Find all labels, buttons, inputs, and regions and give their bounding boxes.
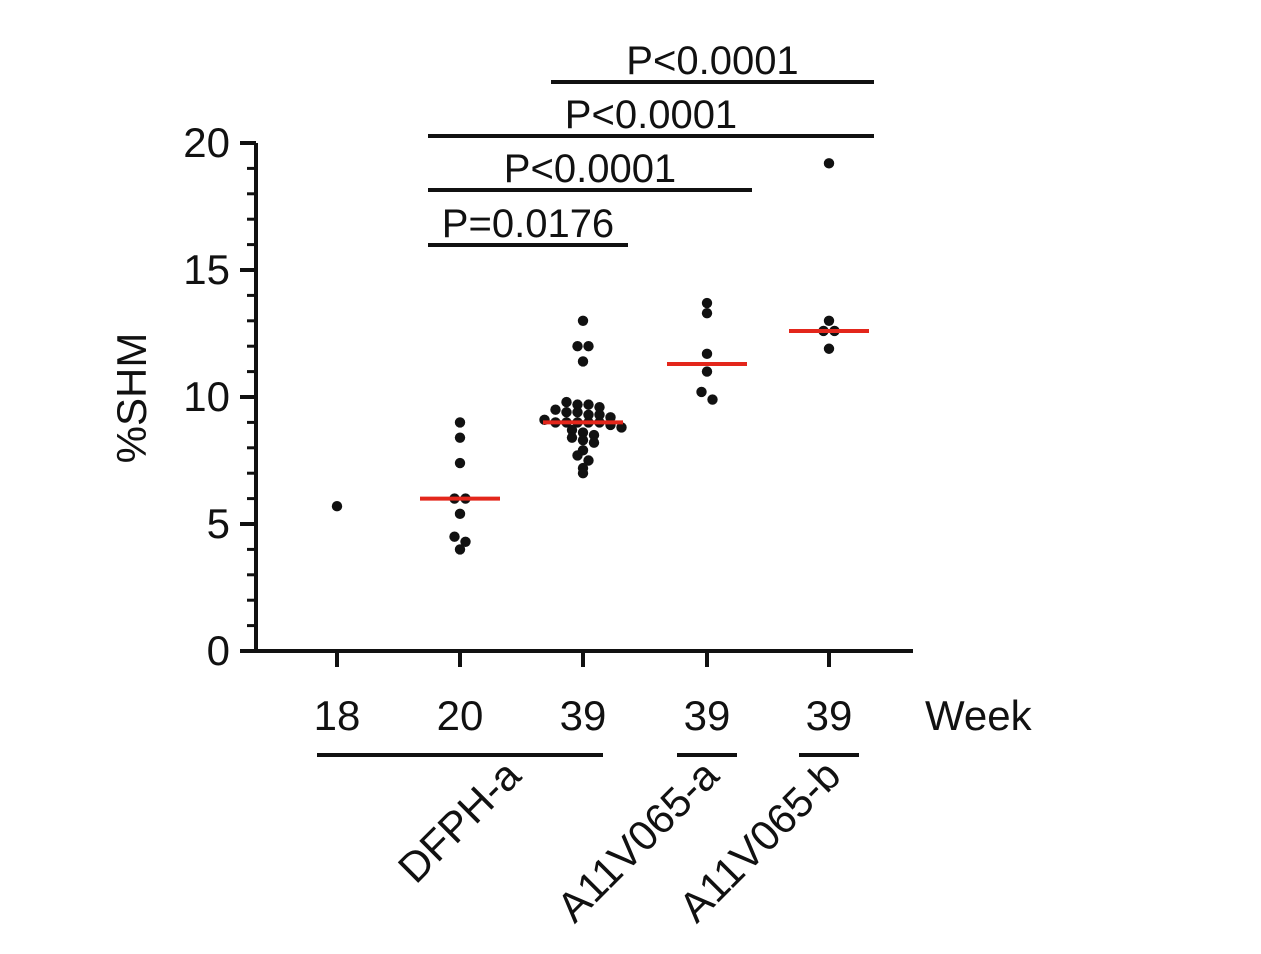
data-point [454,457,466,469]
data-point [577,427,589,438]
data-point [588,429,600,441]
x-axis: 18 20 39 39 39 [254,649,913,739]
y-axis-title: %SHM [108,333,155,464]
data-point [823,315,835,326]
group-label: DFPH-a [389,751,530,892]
data-point [583,409,594,420]
data-point [594,409,605,420]
data-point [577,434,589,446]
data-point [572,399,583,410]
x-axis-title: Week [925,692,1033,739]
data-point [577,468,589,479]
x-tick-label: 18 [314,692,361,739]
data-point [588,437,600,448]
p-value-label: P<0.0001 [504,147,676,191]
data-point [696,386,707,398]
x-tick-label: 39 [560,692,607,739]
p-value-label: P<0.0001 [626,39,798,83]
data-point [449,531,460,542]
data-point [550,404,561,415]
data-point [616,422,627,433]
data-point [572,341,583,352]
data-point [566,424,578,436]
y-tick-label: 5 [207,500,230,547]
data-point [454,508,466,520]
data-point [454,417,466,428]
data-point [823,343,835,354]
x-tick-label: 39 [806,692,853,739]
data-point [561,396,572,408]
data-point [331,501,343,512]
data-points [331,158,840,555]
data-point [701,297,713,309]
median-lines [420,328,869,501]
data-point [577,356,589,367]
y-axis: 0 5 10 15 20 [183,119,258,674]
data-point [583,455,594,466]
p-value-label: P<0.0001 [565,93,737,137]
data-point [454,432,466,443]
data-point [577,315,589,326]
y-tick-label: 15 [183,246,230,293]
x-tick-label: 20 [437,692,484,739]
data-point [572,407,583,418]
data-point [561,407,572,418]
data-point [454,544,466,555]
data-point [583,399,594,410]
data-point [701,366,713,377]
data-point [566,432,578,443]
y-tick-label: 10 [183,373,230,420]
data-point [594,401,605,413]
data-point [605,412,616,423]
data-point [460,536,471,547]
y-tick-label: 0 [207,627,230,674]
significance-brackets: P<0.0001 P<0.0001 P<0.0001 P=0.0176 [428,39,874,247]
data-point [823,158,835,169]
p-value-label: P=0.0176 [442,202,614,246]
data-point [583,341,594,352]
data-point [701,307,713,319]
data-point [707,394,718,405]
x-tick-label: 39 [684,692,731,739]
data-point [701,348,713,360]
y-tick-label: 20 [183,119,230,166]
data-point [572,450,583,461]
